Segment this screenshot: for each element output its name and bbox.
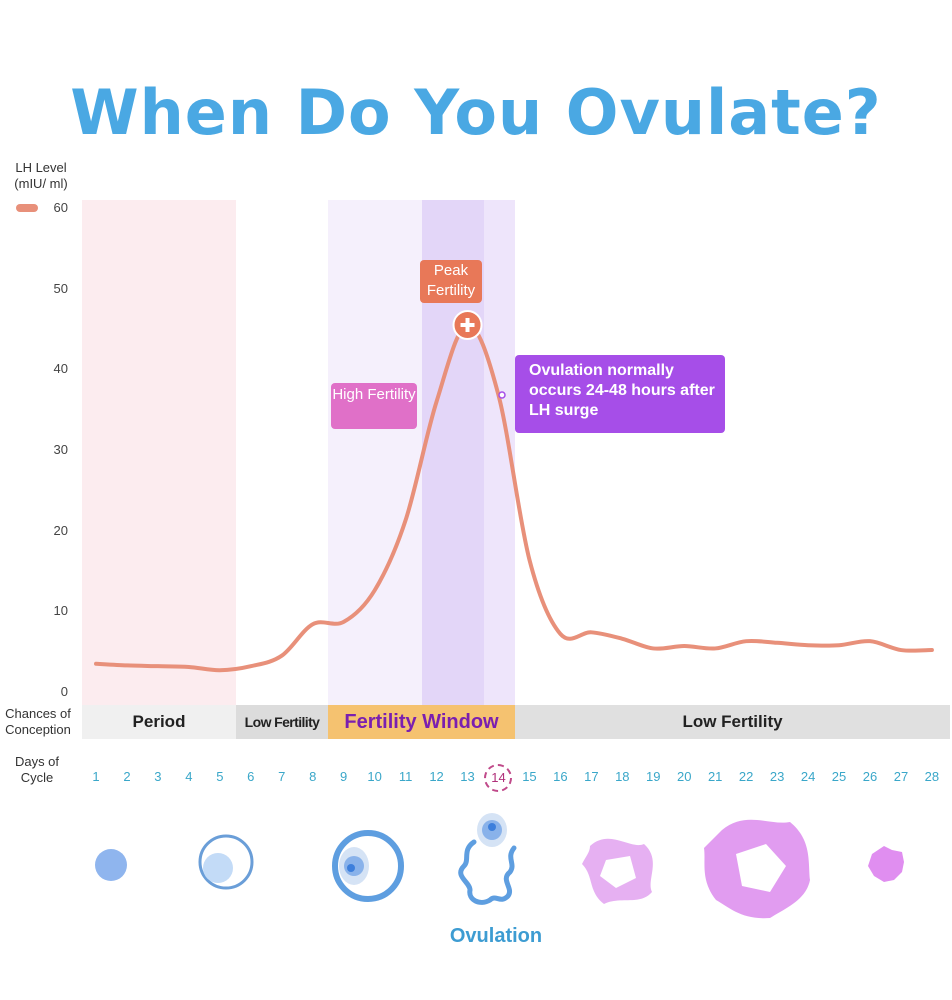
x-tick-label-day-27: 27 (893, 769, 909, 784)
x-tick-label-day-6: 6 (247, 769, 255, 784)
corpus-luteum-early-icon (582, 838, 653, 904)
y-tick-label: 40 (53, 361, 68, 377)
high-fertility-text: High Fertility (332, 386, 416, 403)
x-tick-label-day-18: 18 (615, 769, 630, 784)
x-tick-label-day-13: 13 (460, 769, 475, 784)
x-tick-label-day-22: 22 (738, 769, 754, 784)
band-low-fertility-late-label: Low Fertility (682, 712, 783, 731)
page-title: When Do You Ovulate? (70, 76, 882, 149)
follicle-stage-ovulation-icon (458, 813, 517, 905)
x-tick-label-day-8: 8 (309, 769, 317, 784)
x-tick-label-day-15: 15 (522, 769, 537, 784)
corpus-luteum-mature-icon (704, 819, 810, 919)
band-period: Period (82, 705, 236, 739)
corpus-albicans-icon (868, 846, 904, 882)
y-axis-unit: (mIU/ ml) (14, 176, 68, 191)
lh-level-line (94, 322, 934, 673)
ovulation-note-pointer (498, 391, 506, 399)
x-axis-title: Days of Cycle (0, 754, 74, 786)
x-tick-label-day-highlighted: 14 (484, 764, 513, 792)
ovulation-label: Ovulation (449, 925, 543, 947)
y-axis-title: LH Level (mIU/ ml) (4, 160, 78, 192)
band-low-fertility-early-label: Low Fertility (244, 714, 320, 730)
follicle-stage-1-icon (95, 849, 127, 881)
x-tick-label-day-21: 21 (707, 769, 723, 784)
ovulation-note: Ovulation normally occurs 24-48 hours af… (515, 355, 725, 433)
conception-title-1: Chances of (5, 706, 71, 721)
x-tick-label-day-28: 28 (924, 769, 940, 784)
lh-chart (82, 200, 934, 705)
x-tick-label-day-12: 12 (429, 769, 444, 784)
peak-fertility-label: Peak Fertility (420, 260, 482, 303)
band-low-fertility-early: Low Fertility (236, 705, 328, 739)
x-axis-title-2: Cycle (20, 770, 54, 785)
conception-title-2: Conception (5, 722, 71, 737)
ovulation-note-text: Ovulation normally occurs 24-48 hours af… (529, 362, 715, 419)
y-tick-label: 10 (53, 603, 68, 619)
plus-icon (460, 317, 475, 332)
x-tick-label-day-3: 3 (154, 769, 162, 784)
x-tick-label-day-19: 19 (646, 769, 661, 784)
x-tick-label-day-23: 23 (769, 769, 785, 784)
x-tick-label-day-4: 4 (185, 769, 193, 784)
y-tick-label: 60 (53, 200, 68, 215)
x-tick-label-day-25: 25 (831, 769, 847, 784)
band-fertility-window: Fertility Window (328, 705, 515, 739)
band-period-label: Period (132, 712, 186, 731)
x-tick-label-day-2: 2 (123, 769, 131, 784)
x-tick-label-day-26: 26 (862, 769, 878, 784)
x-tick-label-day-20: 20 (677, 769, 692, 784)
x-tick-label-day-9: 9 (340, 769, 348, 784)
band-fertility-window-label: Fertility Window (344, 710, 499, 733)
y-axis-title-text: LH Level (15, 160, 67, 175)
high-fertility-label: High Fertility (331, 383, 417, 429)
band-low-fertility-late: Low Fertility (515, 705, 950, 739)
legend-swatch-lh (16, 204, 38, 212)
x-axis-title-1: Days of (14, 754, 60, 769)
y-tick-label: 0 (60, 684, 68, 699)
follicle-stage-3-icon (332, 830, 404, 902)
follicle-stages (95, 813, 904, 919)
high-fertility-region (328, 200, 422, 705)
x-tick-label-day-5: 5 (216, 769, 224, 784)
y-tick-label: 50 (53, 280, 68, 296)
x-tick-label-day-1: 1 (92, 769, 100, 784)
peak-fertility-text: Peak Fertility (426, 262, 476, 299)
x-tick-label-day-16: 16 (553, 769, 568, 784)
follicle-stage-2-icon (198, 834, 254, 890)
x-tick-label-day-10: 10 (367, 769, 382, 784)
y-tick-label: 30 (53, 442, 68, 457)
conception-title: Chances of Conception (0, 706, 76, 738)
period-region (82, 200, 236, 705)
x-tick-label-day-24: 24 (800, 769, 816, 784)
x-tick-label-day-7: 7 (278, 769, 286, 784)
x-tick-label-day-17: 17 (584, 769, 599, 784)
y-tick-label: 20 (53, 522, 68, 538)
x-tick-label-day-11: 11 (398, 769, 413, 784)
